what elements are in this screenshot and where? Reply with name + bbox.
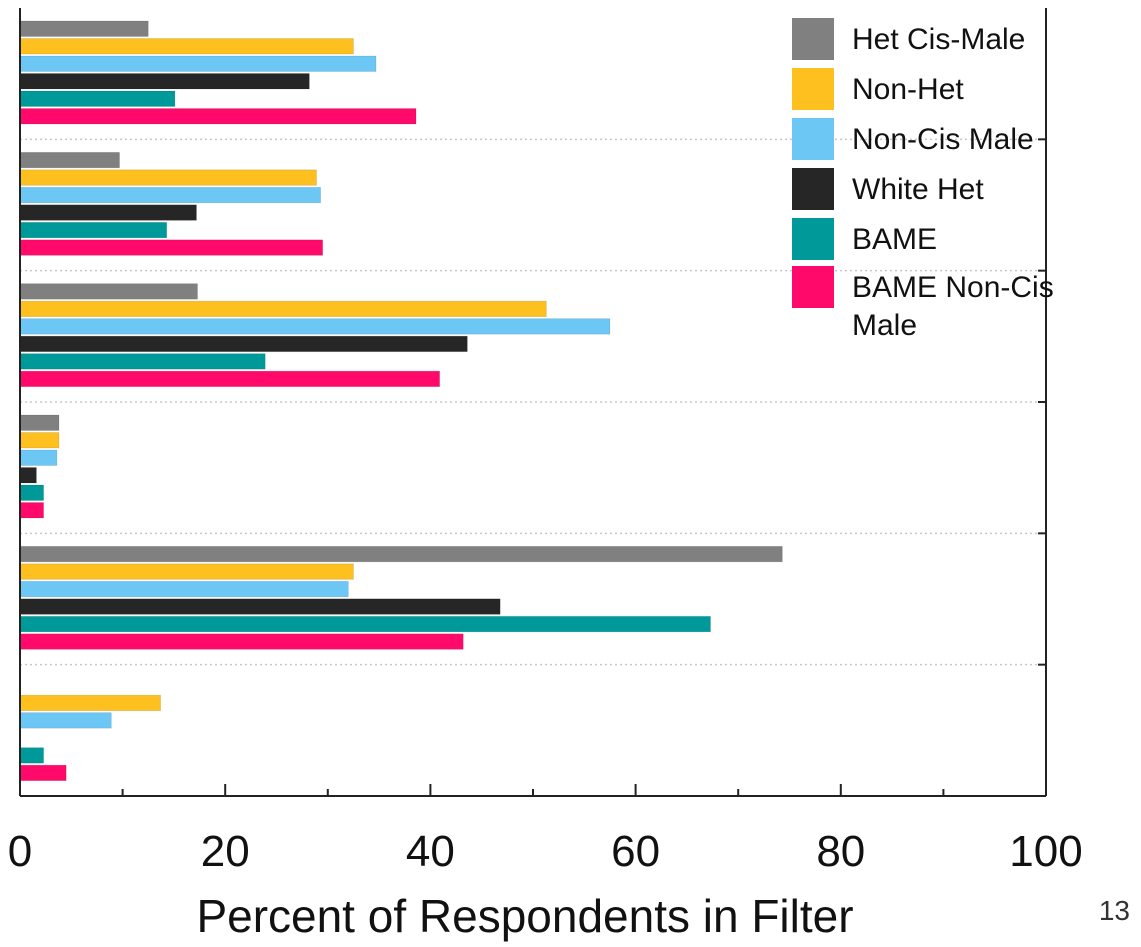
- x-tick-label: 80: [816, 827, 865, 876]
- bar: [19, 38, 354, 55]
- bar: [19, 335, 468, 353]
- bar: [19, 432, 60, 449]
- bar: [19, 502, 44, 519]
- bar: [19, 598, 501, 615]
- bar: [19, 615, 711, 633]
- bar: [19, 712, 112, 729]
- bar: [19, 580, 349, 598]
- bar: [19, 55, 377, 72]
- x-axis-ticks: 0 20 40 60 80 100: [8, 784, 1083, 876]
- x-tick-label: 0: [8, 827, 32, 876]
- legend-swatch: [792, 218, 834, 260]
- legend-swatch: [792, 266, 834, 308]
- bar: [19, 764, 67, 782]
- x-tick-label: 100: [1009, 827, 1082, 876]
- legend-swatch: [792, 118, 834, 160]
- bar: [19, 300, 547, 318]
- bar: [19, 747, 44, 764]
- legend-label: Non-Het: [852, 73, 964, 106]
- legend-label: White Het: [852, 173, 984, 206]
- x-tick-label: 40: [406, 827, 455, 876]
- bar: [19, 370, 441, 388]
- legend-swatch: [792, 18, 834, 60]
- x-axis-title: Percent of Respondents in Filter: [196, 890, 853, 942]
- bar: [19, 449, 58, 466]
- bar: [19, 283, 198, 300]
- bar: [19, 169, 317, 186]
- bar: [19, 20, 149, 37]
- bar: [19, 353, 266, 370]
- bar: [19, 414, 60, 431]
- page-number: 13: [1099, 895, 1130, 926]
- bar: [19, 186, 322, 204]
- bar: [19, 633, 464, 650]
- bar: [19, 151, 120, 169]
- bar: [19, 204, 197, 221]
- legend-label: Male: [852, 309, 917, 342]
- plot-area: [19, 20, 1046, 782]
- bar: [19, 73, 310, 90]
- legend-label: Het Cis-Male: [852, 23, 1025, 56]
- x-tick-label: 60: [611, 827, 660, 876]
- bar: [19, 108, 417, 125]
- legend-label: BAME Non-Cis: [852, 271, 1054, 304]
- legend-swatch: [792, 68, 834, 110]
- legend-swatch: [792, 168, 834, 210]
- bar: [19, 239, 324, 256]
- bar: [19, 545, 783, 563]
- legend-label: Non-Cis Male: [852, 123, 1034, 156]
- legend: Het Cis-Male Non-Het Non-Cis Male White Het…: [792, 18, 1054, 342]
- legend-label: BAME: [852, 223, 937, 256]
- bar: [19, 563, 354, 580]
- bar: [19, 467, 37, 484]
- bar: [19, 694, 161, 712]
- x-tick-label: 20: [201, 827, 250, 876]
- bar: [19, 90, 176, 107]
- bar: [19, 318, 611, 335]
- bar: [19, 221, 168, 239]
- bar: [19, 484, 44, 501]
